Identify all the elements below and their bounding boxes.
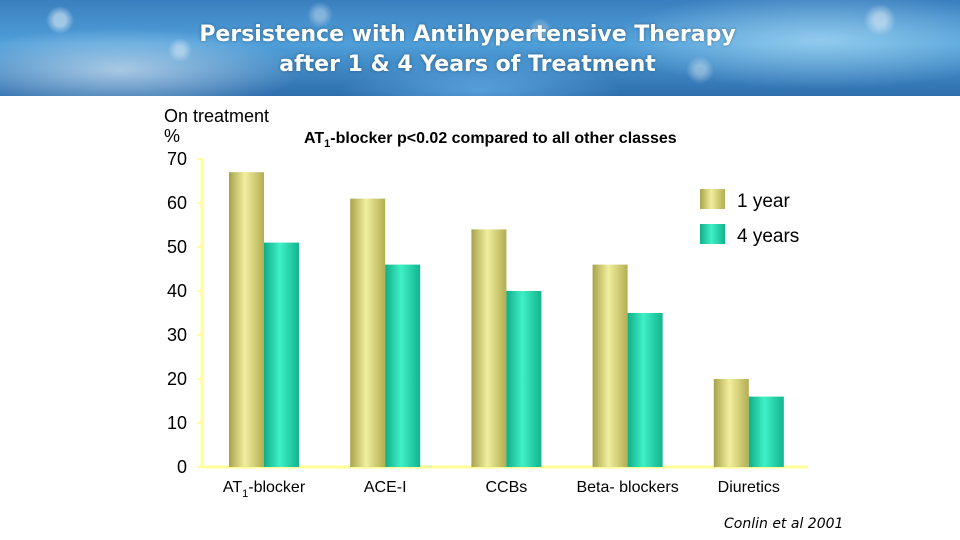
y-tick-label: 60	[167, 193, 187, 213]
x-category-label: Beta- blockers	[576, 479, 678, 496]
bar-4-years	[627, 313, 663, 467]
x-category-label: CCBs	[486, 479, 528, 496]
legend-label-1-year: 1 year	[737, 191, 790, 212]
y-tick-label: 0	[177, 457, 187, 477]
title-line-1: Persistence with Antihypertensive Therap…	[199, 22, 736, 47]
bar-4-years	[264, 242, 299, 467]
bar-1-year	[350, 198, 386, 467]
bar-1-year	[592, 264, 628, 467]
bar-4-years	[748, 396, 784, 467]
significance-note-subscript: 1	[324, 138, 331, 151]
legend-swatch-4-years	[700, 224, 725, 244]
y-tick-label: 40	[167, 281, 187, 301]
bar-4-years	[385, 264, 421, 467]
significance-note: AT1-blocker p<0.02 compared to all other…	[304, 130, 677, 150]
y-tick-label: 10	[167, 413, 187, 433]
x-category-label: Diuretics	[718, 479, 780, 496]
bar-1-year	[471, 229, 507, 467]
bar-1-year	[713, 379, 749, 467]
y-tick-label: 70	[167, 149, 187, 169]
x-category-label: ACE-I	[364, 479, 407, 496]
bar-1-year	[229, 172, 264, 467]
y-axis-label-line-1: On treatment	[164, 106, 270, 126]
significance-note-prefix: AT	[304, 130, 325, 147]
title-line-2: after 1 & 4 Years of Treatment	[279, 52, 656, 77]
y-tick-label: 20	[167, 369, 187, 389]
y-axis-label-line-2: %	[164, 126, 181, 146]
bar-4-years	[506, 291, 542, 467]
y-tick-label: 50	[167, 237, 187, 257]
header-banner	[0, 0, 960, 96]
x-category-label: AT1-blocker	[223, 479, 306, 500]
legend-label-4-years: 4 years	[737, 226, 799, 247]
legend-swatch-1-year	[700, 189, 725, 209]
page-title: Persistence with Antihypertensive Therap…	[0, 20, 935, 80]
y-tick-label: 30	[167, 325, 187, 345]
y-axis-label: On treatment %	[164, 106, 269, 146]
significance-note-text: -blocker p<0.02 compared to all other cl…	[330, 130, 677, 147]
source-citation: Conlin et al 2001	[724, 516, 844, 532]
